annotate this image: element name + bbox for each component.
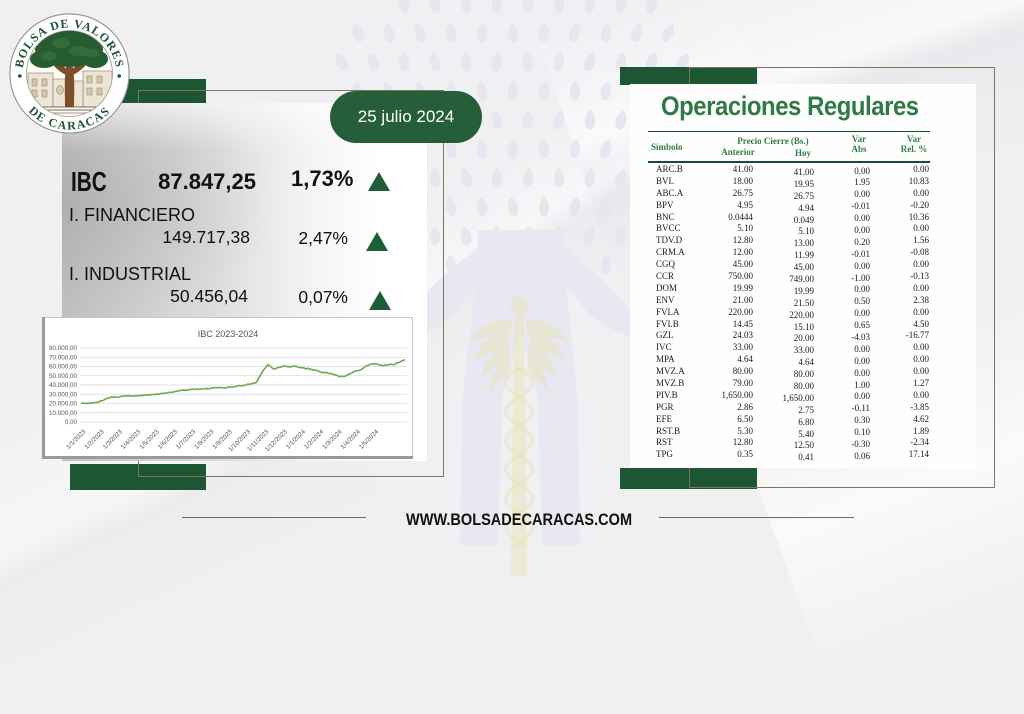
svg-text:IBC 2023-2024: IBC 2023-2024 (198, 329, 259, 339)
svg-text:0,00: 0,00 (65, 419, 78, 426)
svg-text:20.000,00: 20.000,00 (49, 401, 78, 408)
svg-text:60.000,00: 60.000,00 (49, 364, 78, 371)
svg-text:30.000,00: 30.000,00 (49, 391, 78, 398)
svg-text:70.000,00: 70.000,00 (49, 354, 78, 361)
svg-text:1/5/2024: 1/5/2024 (358, 428, 381, 451)
svg-text:40.000,00: 40.000,00 (49, 382, 78, 389)
svg-text:50.000,00: 50.000,00 (49, 373, 78, 380)
svg-text:10.000,00: 10.000,00 (49, 410, 78, 417)
svg-text:80.000,00: 80.000,00 (49, 345, 78, 352)
